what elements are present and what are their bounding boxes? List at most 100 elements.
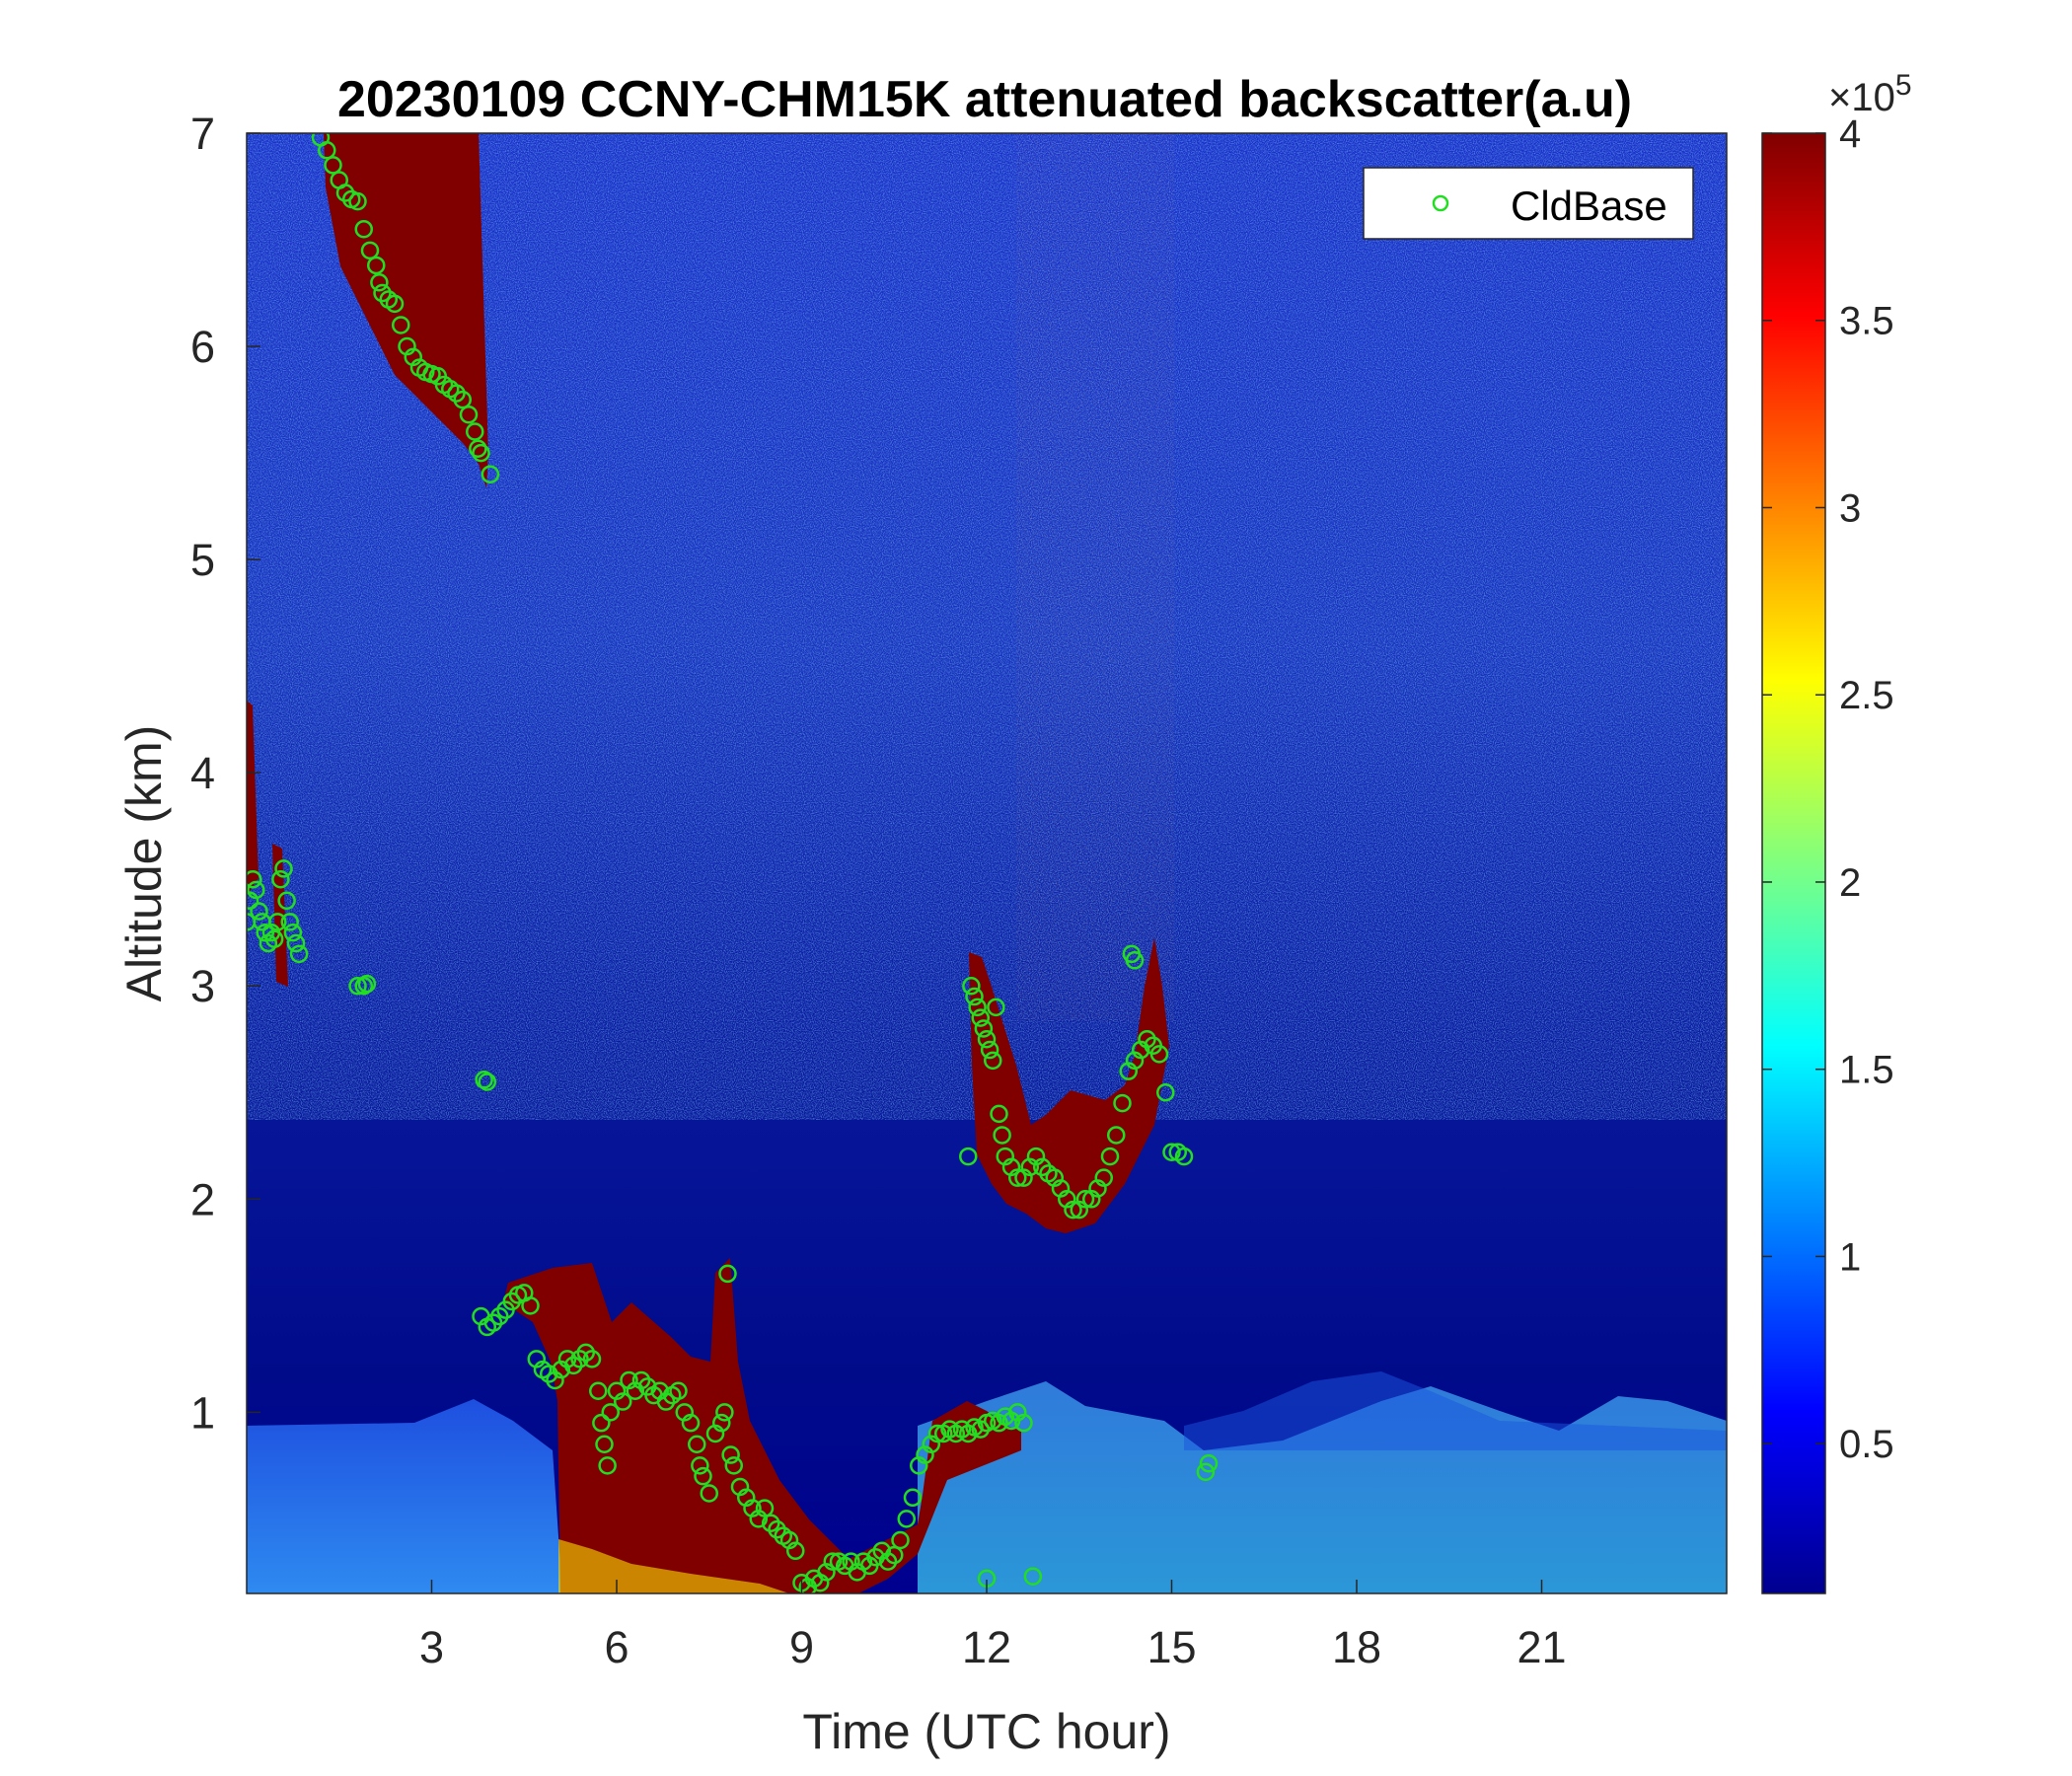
cloud-base-point — [483, 1313, 503, 1332]
x-tick-label: 6 — [604, 1622, 629, 1672]
cloud-base-point — [367, 256, 386, 275]
cloud-base-point — [595, 1435, 614, 1454]
colorbar-tick-label: 3.5 — [1839, 300, 1894, 343]
cloud-base-point — [475, 1071, 493, 1089]
cloud-base-point — [472, 443, 490, 463]
colorbar-tick-label: 2 — [1839, 861, 1861, 905]
cloud-base-point — [354, 976, 373, 996]
cloud-base-point — [1113, 1093, 1132, 1113]
y-tick-label: 6 — [190, 322, 215, 372]
x-tick-label: 21 — [1517, 1622, 1566, 1672]
cloud-base-point — [990, 1413, 1008, 1433]
colorbar: 0.5 1 1.5 2 2.5 3 3.5 4 ×105 — [1761, 69, 1912, 1594]
cloud-base-markers — [247, 133, 1219, 1593]
cloud-base-point — [1107, 1126, 1126, 1145]
cloud-base-point — [271, 869, 290, 889]
legend-label-cldbase: CldBase — [1511, 183, 1667, 229]
cloud-base-point — [631, 1370, 651, 1390]
y-tick-label: 5 — [190, 535, 215, 585]
low-cloud-night — [503, 1258, 1021, 1593]
cloud-base-point — [691, 1456, 709, 1475]
colorbar-tick-label: 3 — [1839, 486, 1861, 530]
cloud-base-point — [762, 1514, 780, 1532]
cloud-base-point — [1014, 1413, 1033, 1433]
cloud-base-point — [1199, 1453, 1219, 1473]
midday-cloud — [969, 937, 1169, 1233]
cloud-base-point — [891, 1530, 910, 1550]
cloud-base-point — [878, 1552, 898, 1571]
cloud-base-point — [724, 1456, 743, 1475]
plot-area — [247, 133, 1727, 1593]
afternoon-boundary-layer — [1184, 1371, 1727, 1450]
x-axis-label: Time (UTC hour) — [802, 1704, 1170, 1759]
cloud-base-point — [466, 422, 484, 441]
cloud-base-point — [903, 1488, 923, 1508]
cloud-base-point — [1023, 1567, 1043, 1586]
cloud-base-point — [1100, 1147, 1120, 1166]
cloud-base-point — [385, 294, 405, 314]
cloud-base-point — [1174, 1147, 1194, 1166]
cloud-base-point — [712, 1413, 731, 1433]
cloud-base-point — [987, 998, 1005, 1017]
cloud-base-point — [283, 923, 303, 942]
cloud-base-point — [1094, 1168, 1113, 1187]
x-tick-label: 18 — [1332, 1622, 1381, 1672]
cloud-base-point — [897, 1510, 916, 1528]
cloud-base-point — [478, 1073, 496, 1091]
cloud-base-point — [373, 283, 392, 303]
cloud-base-point — [540, 1365, 558, 1383]
cloud-base-point — [348, 976, 367, 996]
cloud-base-point — [688, 1435, 706, 1454]
cloud-base-point — [576, 1343, 595, 1363]
cloud-base-point — [1033, 1157, 1052, 1177]
cloud-base-point — [1125, 951, 1145, 970]
cloud-base-point — [360, 241, 380, 260]
cloud-base-point — [721, 1445, 740, 1464]
y-tick-label: 3 — [190, 961, 215, 1011]
heatmap-upper-noise-band — [1016, 133, 1174, 1021]
cloud-base-point — [755, 1499, 775, 1517]
cloud-base-point — [289, 944, 309, 964]
cloud-base-point — [681, 1413, 701, 1433]
cloud-base-point — [592, 1413, 611, 1433]
colorbar-tick-label: 1.5 — [1839, 1049, 1894, 1092]
x-tick-label: 9 — [789, 1622, 814, 1672]
cloud-base-point — [354, 219, 373, 239]
cloud-base-point — [927, 1424, 947, 1443]
cloud-base-point — [1138, 1029, 1156, 1049]
cloud-base-point — [990, 1104, 1008, 1124]
cloud-base-point — [1075, 1190, 1095, 1209]
cloud-base-point — [993, 1126, 1011, 1145]
cloud-base-point — [274, 859, 293, 878]
cloud-base-point — [1156, 1083, 1175, 1102]
cloud-base-point — [768, 1519, 786, 1539]
cloud-base-point — [715, 1403, 734, 1422]
cloud-base-point — [250, 902, 268, 921]
cloud-base-point — [1162, 1143, 1181, 1162]
cloud-base-point — [277, 891, 296, 911]
cloud-base-point — [335, 184, 355, 202]
cloud-base-point — [1064, 1200, 1082, 1220]
x-axis-ticks: 3 6 9 12 15 18 21 — [419, 1580, 1567, 1672]
y-axis-ticks: 1 2 3 4 5 6 7 — [190, 109, 260, 1438]
cloud-base-point — [965, 987, 984, 1006]
cloud-base-point — [974, 1019, 994, 1038]
cloud-base-point — [570, 1350, 589, 1369]
cloud-base-point — [502, 1292, 521, 1311]
cloud-base-point — [968, 998, 987, 1017]
cloud-base-point — [959, 1424, 978, 1443]
cloud-base-point — [984, 1051, 1002, 1071]
cloud-base-point — [447, 384, 466, 403]
cloud-base-point — [324, 156, 342, 175]
colorbar-tick-label: 4 — [1839, 112, 1861, 156]
cloud-base-point — [885, 1545, 904, 1565]
legend-box — [1363, 167, 1694, 240]
colorbar-multiplier-base: ×10 — [1828, 76, 1895, 119]
cloud-base-point — [718, 1264, 737, 1284]
cloud-base-point — [247, 880, 265, 900]
cloud-base-point — [557, 1350, 577, 1369]
colorbar-ticks: 0.5 1 1.5 2 2.5 3 3.5 4 — [1762, 112, 1894, 1466]
cloud-base-point — [866, 1548, 885, 1567]
heatmap-noise-texture — [247, 133, 1727, 1120]
